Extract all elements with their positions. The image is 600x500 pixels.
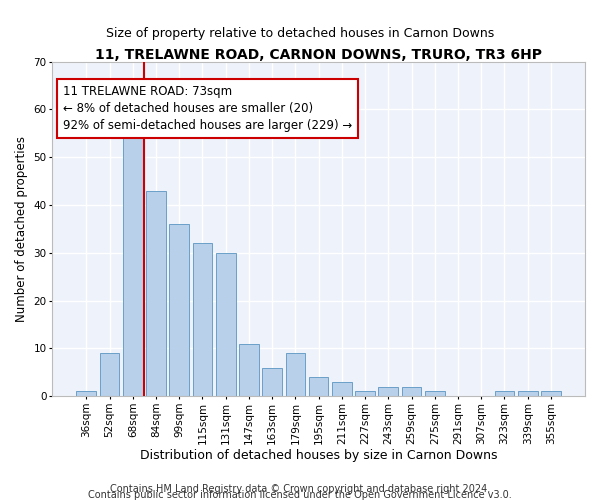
Bar	[541, 392, 561, 396]
Bar	[401, 386, 421, 396]
Bar	[425, 392, 445, 396]
Bar	[332, 382, 352, 396]
Bar	[262, 368, 282, 396]
Bar	[169, 224, 189, 396]
Bar	[76, 392, 96, 396]
Text: Contains HM Land Registry data © Crown copyright and database right 2024.: Contains HM Land Registry data © Crown c…	[110, 484, 490, 494]
Text: Contains public sector information licensed under the Open Government Licence v3: Contains public sector information licen…	[88, 490, 512, 500]
Bar	[100, 353, 119, 397]
Y-axis label: Number of detached properties: Number of detached properties	[15, 136, 28, 322]
Bar	[518, 392, 538, 396]
Title: 11, TRELAWNE ROAD, CARNON DOWNS, TRURO, TR3 6HP: 11, TRELAWNE ROAD, CARNON DOWNS, TRURO, …	[95, 48, 542, 62]
Bar	[286, 353, 305, 397]
Text: Size of property relative to detached houses in Carnon Downs: Size of property relative to detached ho…	[106, 28, 494, 40]
Bar	[494, 392, 514, 396]
Bar	[146, 190, 166, 396]
Bar	[309, 377, 328, 396]
Bar	[355, 392, 375, 396]
Bar	[379, 386, 398, 396]
X-axis label: Distribution of detached houses by size in Carnon Downs: Distribution of detached houses by size …	[140, 450, 497, 462]
Bar	[216, 253, 236, 396]
Bar	[239, 344, 259, 396]
Text: 11 TRELAWNE ROAD: 73sqm
← 8% of detached houses are smaller (20)
92% of semi-det: 11 TRELAWNE ROAD: 73sqm ← 8% of detached…	[63, 85, 352, 132]
Bar	[123, 124, 143, 396]
Bar	[193, 243, 212, 396]
